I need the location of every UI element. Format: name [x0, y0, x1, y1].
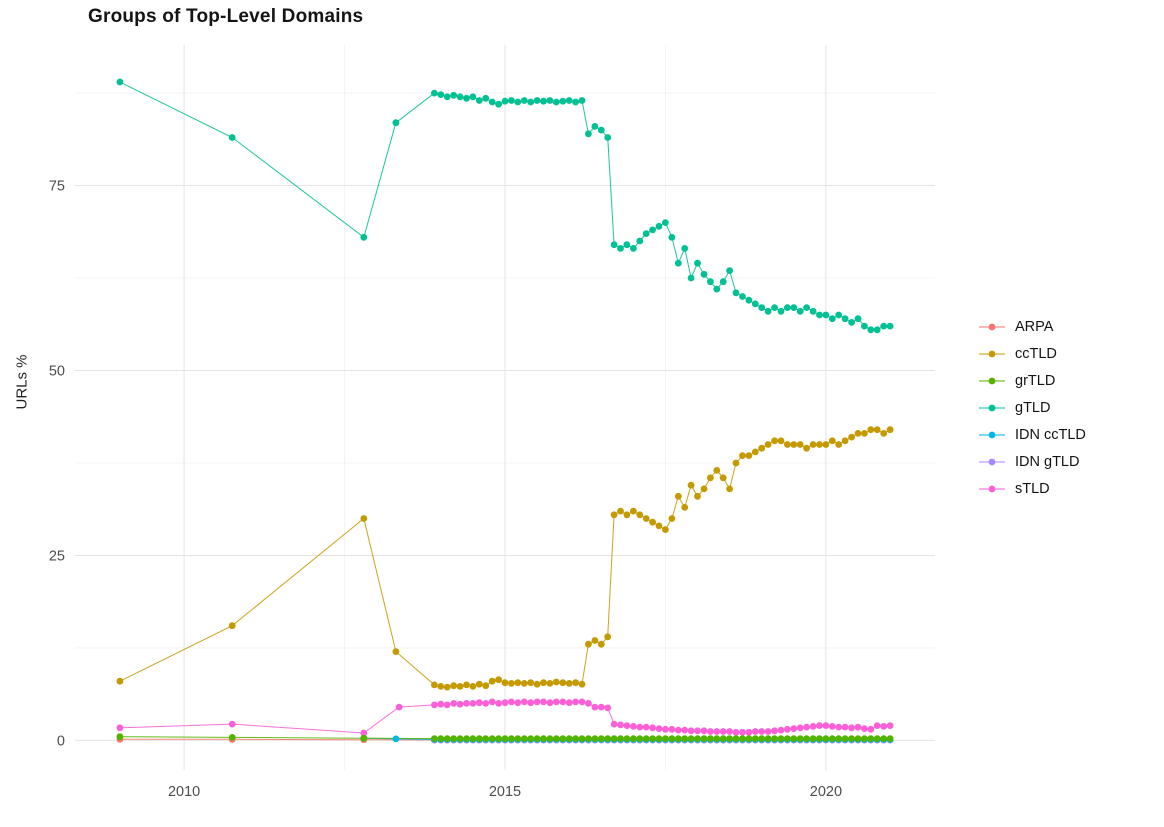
legend-label: IDN ccTLD [1015, 427, 1086, 443]
legend-key-icon [979, 404, 1005, 412]
legend-key-icon [979, 350, 1005, 358]
legend-label: gTLD [1015, 400, 1051, 416]
plot-area: 2010 2015 2020 0 25 50 75 [49, 45, 935, 800]
legend: ARPA ccTLD grTLD gTLD IDN ccTLD IDN gTLD sTLD [978, 318, 1086, 498]
legend-key-icon [979, 458, 1005, 466]
plot-panel: 2010 2015 2020 0 25 50 75 [40, 40, 960, 800]
legend-item-arpa: ARPA [978, 318, 1086, 336]
legend-item-idn-gtld: IDN gTLD [978, 453, 1086, 471]
chart-title: Groups of Top-Level Domains [88, 6, 364, 27]
svg-text:0: 0 [57, 733, 65, 749]
legend-label: ARPA [1015, 319, 1054, 335]
legend-item-grtld: grTLD [978, 372, 1086, 390]
legend-item-idn-cctld: IDN ccTLD [978, 426, 1086, 444]
legend-item-cctld: ccTLD [978, 345, 1086, 363]
svg-text:50: 50 [49, 364, 65, 380]
svg-text:2010: 2010 [168, 784, 200, 800]
y-axis-label: URLs % [13, 354, 31, 410]
svg-text:2020: 2020 [810, 784, 842, 800]
legend-key-icon [979, 377, 1005, 385]
legend-key-icon [979, 431, 1005, 439]
legend-item-stld: sTLD [978, 480, 1086, 498]
legend-key-icon [979, 485, 1005, 493]
svg-text:25: 25 [49, 548, 65, 564]
legend-label: grTLD [1015, 373, 1056, 389]
svg-text:75: 75 [49, 179, 65, 195]
legend-key-icon [979, 323, 1005, 331]
legend-label: sTLD [1015, 481, 1050, 497]
svg-text:2015: 2015 [489, 784, 521, 800]
legend-label: ccTLD [1015, 346, 1057, 362]
legend-label: IDN gTLD [1015, 454, 1080, 470]
legend-item-gtld: gTLD [978, 399, 1086, 417]
